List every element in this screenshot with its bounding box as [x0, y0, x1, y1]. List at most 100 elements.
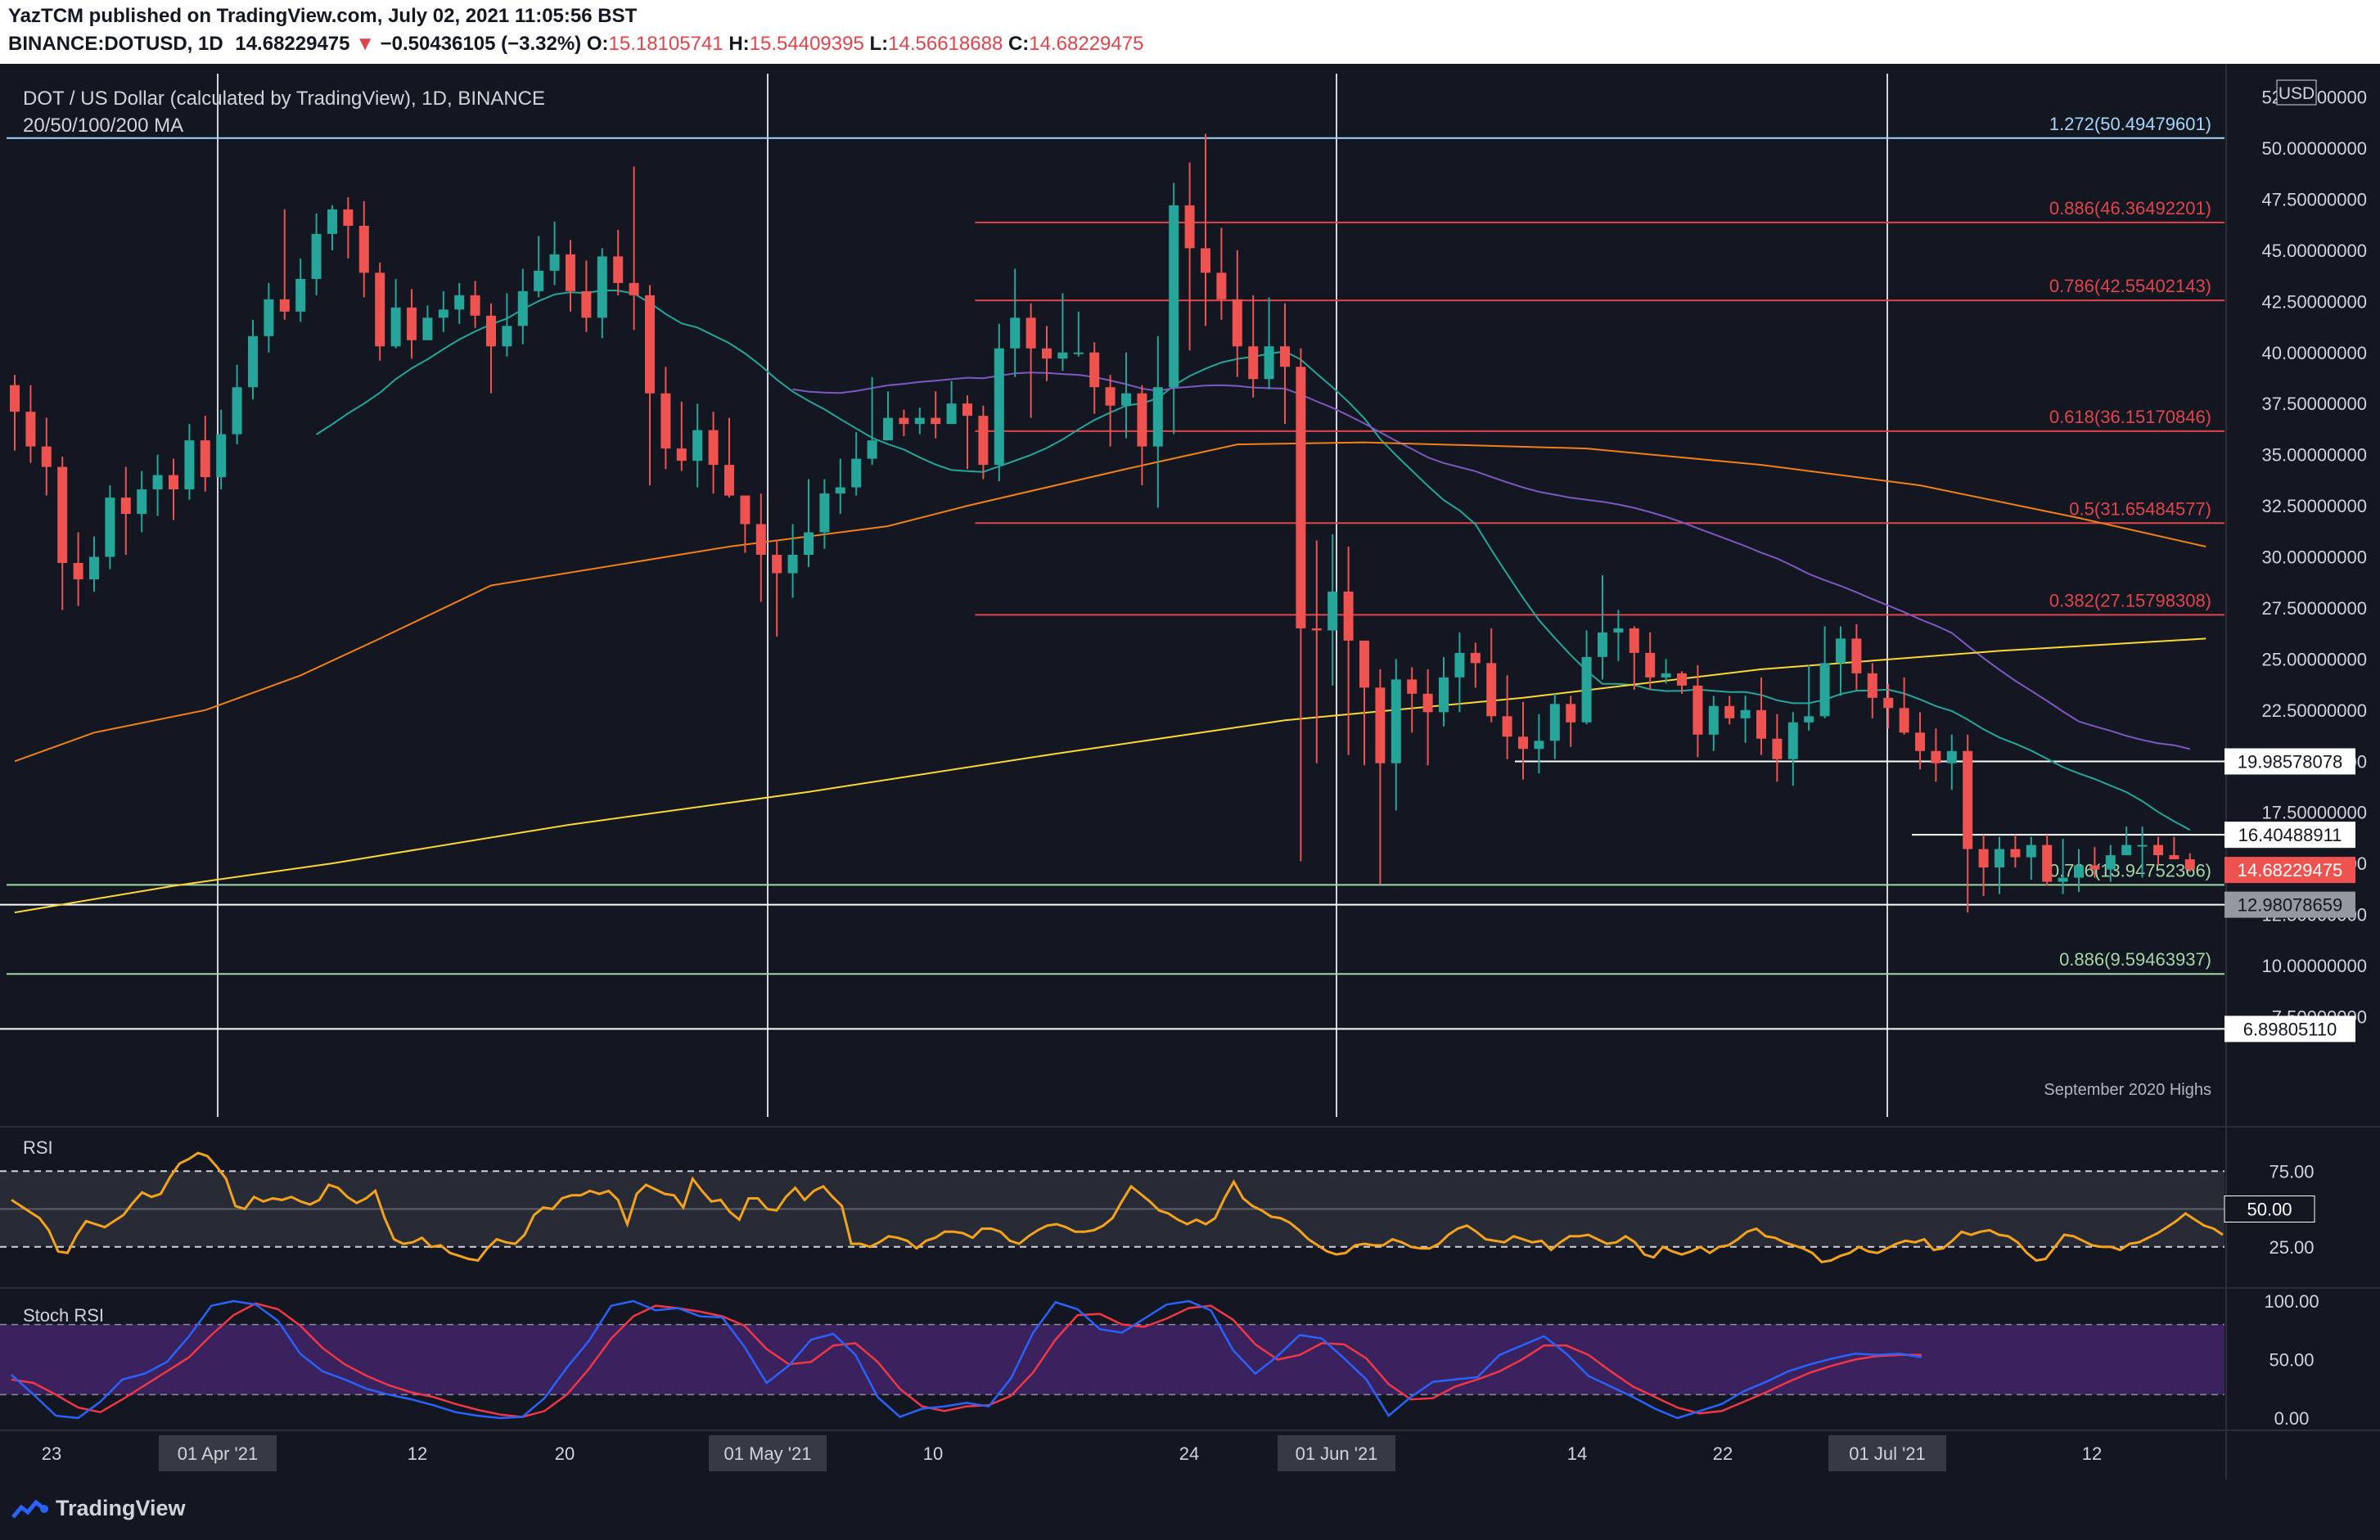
rsi-current-text: 50.00	[2247, 1200, 2292, 1220]
candle-body	[486, 315, 496, 347]
currency-badge	[2276, 79, 2317, 106]
ohlc-high: 15.54409395	[749, 33, 864, 55]
rsi-line	[11, 1151, 2224, 1263]
candle-body	[105, 498, 115, 557]
candle-body	[1645, 652, 1656, 678]
candle-body	[1057, 352, 1068, 359]
ma-line-100	[14, 441, 2206, 763]
ohlc-close-key: C:	[1007, 33, 1030, 55]
price-tick-label: 47.50000000	[2262, 189, 2367, 209]
fib-label: 1.272(50.49479601)	[2049, 114, 2211, 134]
candle-body	[1661, 673, 1671, 678]
candle-body	[1359, 640, 1369, 688]
ohlc-open-key: O:	[586, 33, 609, 55]
last-price-tag	[2224, 857, 2355, 884]
candle-body	[248, 335, 258, 388]
candle-body	[1439, 677, 1449, 713]
published-line: YazTCM published on TradingView.com, Jul…	[8, 5, 638, 27]
candle-body	[1137, 393, 1147, 447]
candle-body	[1216, 272, 1227, 299]
candle-body	[1883, 697, 1894, 709]
change-value: −0.50436105 (−3.32%)	[380, 33, 582, 55]
candle-body	[1995, 849, 2004, 868]
candle-body	[1391, 679, 1401, 763]
candle-body	[73, 562, 83, 579]
candle-body	[1946, 750, 1957, 763]
candle-body	[629, 282, 639, 295]
candle-body	[931, 417, 941, 425]
candle-body	[566, 254, 575, 291]
x-tick-label: 14	[1567, 1443, 1587, 1464]
candle-body	[1708, 705, 1719, 735]
candle-body	[41, 446, 52, 467]
candle-body	[1613, 628, 1624, 633]
candle-body	[804, 532, 814, 556]
support-resistance-levels: 19.98578078 16.40488911 12.98078659 6.89805…	[0, 748, 2355, 1042]
sr-price-tag	[2224, 1015, 2355, 1042]
candle-body	[1248, 346, 1259, 380]
x-tick-label: 01 Apr '21	[178, 1443, 258, 1464]
candle-body	[1375, 687, 1386, 763]
candle-body	[264, 299, 274, 336]
candle-body	[502, 326, 512, 347]
ohlc-high-key: H:	[728, 33, 750, 55]
price-tick-label: 35.00000000	[2262, 445, 2367, 466]
candle-body	[327, 209, 337, 234]
x-tick-label: 01 Jul '21	[1849, 1443, 1926, 1464]
footer	[0, 1479, 2380, 1540]
candle-body	[962, 403, 972, 417]
sr-price-text: 12.98078659	[2238, 895, 2342, 916]
candle-body	[1201, 248, 1210, 273]
candles	[10, 133, 2195, 913]
pane-title: DOT / US Dollar (calculated by TradingVi…	[23, 88, 545, 110]
candle-body	[422, 317, 433, 340]
candle-body	[581, 290, 592, 318]
candle-body	[1470, 652, 1481, 664]
ohlc-low: 14.56618688	[888, 33, 1003, 55]
candle-body	[946, 403, 957, 425]
stoch-tick-label: 100.00	[2264, 1291, 2319, 1312]
candle-body	[343, 209, 354, 226]
fib-levels: 1.272(50.49479601) 0.886(46.36492201) 0.78…	[7, 114, 2224, 975]
candle-body	[1787, 722, 1798, 759]
price-tick-label: 17.50000000	[2262, 803, 2367, 823]
candle-body	[1073, 352, 1084, 354]
candle-body	[1407, 679, 1418, 694]
candle-body	[1105, 387, 1116, 406]
stoch-k-line	[11, 1299, 1922, 1420]
price-tick-label: 37.50000000	[2262, 394, 2367, 414]
candle-body	[994, 348, 1004, 466]
candle-body	[2010, 849, 2021, 858]
candle-body	[2137, 844, 2148, 847]
candle-body	[89, 556, 99, 579]
stoch-label: Stoch RSI	[23, 1305, 104, 1326]
x-tick-label: 12	[408, 1443, 427, 1464]
sr-price-tag	[2224, 822, 2355, 849]
candle-body	[645, 295, 655, 394]
candle-body	[1327, 591, 1338, 631]
candle-body	[1804, 716, 1814, 723]
candle-body	[1867, 673, 1877, 698]
price-tick-label: 10.00000000	[2262, 956, 2367, 976]
candle-body	[899, 417, 909, 425]
candle-body	[1502, 716, 1512, 737]
candle-body	[883, 417, 893, 441]
candle-body	[708, 430, 719, 466]
x-tick-highlight	[709, 1435, 827, 1471]
candle-body	[613, 256, 624, 283]
candle-body	[1756, 709, 1766, 739]
candle-body	[2121, 844, 2132, 856]
candle-body	[740, 495, 751, 525]
candle-body	[2074, 865, 2084, 878]
candle-body	[311, 233, 322, 279]
candle-body	[200, 440, 210, 478]
price-tick-label: 27.50000000	[2262, 598, 2367, 619]
candle-body	[978, 416, 989, 466]
candle-body	[772, 555, 782, 574]
candle-body	[407, 307, 417, 340]
candle-body	[454, 295, 465, 310]
price-chart[interactable]: 52.5000000050.0000000047.5000000045.0000…	[0, 64, 2380, 1479]
candle-body	[216, 434, 227, 478]
stoch-d-line	[11, 1302, 1922, 1418]
last-price: 14.68229475	[235, 33, 350, 55]
